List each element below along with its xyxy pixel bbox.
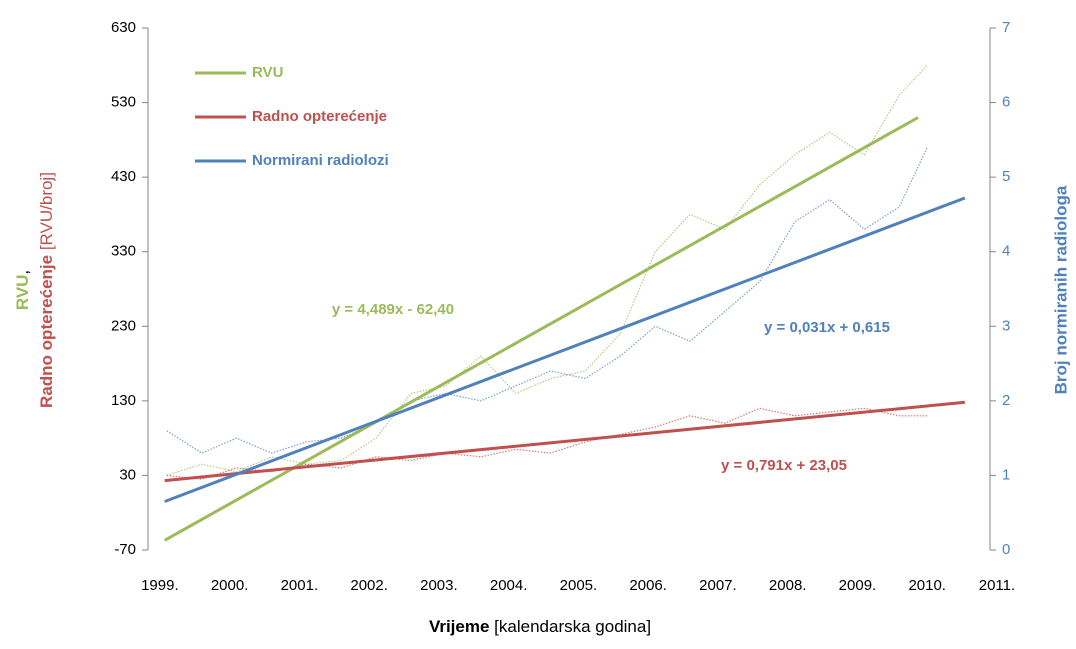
x-tick-label: 2008. (769, 577, 807, 594)
y2-tick-label: 3 (1002, 317, 1010, 334)
y-axis-label-rvu: RVU (13, 275, 32, 311)
y2-tick-label: 5 (1002, 168, 1010, 185)
x-tick-label: 2007. (699, 577, 737, 594)
x-tick-label: 2002. (350, 577, 388, 594)
x-axis-label-bold: Vrijeme (429, 617, 490, 636)
x-tick-label: 2006. (629, 577, 667, 594)
x-tick-label: 2009. (839, 577, 877, 594)
y2-tick-label: 0 (1002, 541, 1010, 558)
y-tick-label: 230 (111, 317, 136, 334)
legend-label: RVU (252, 64, 283, 81)
x-tick-label: 2011. (979, 577, 1015, 594)
x-tick-label: 2010. (908, 577, 946, 594)
x-tick-label: 2000. (211, 577, 249, 594)
y-tick-label: 130 (111, 392, 136, 409)
trend-line (163, 116, 919, 542)
y-tick-label: 530 (111, 94, 136, 111)
y-axis-label-line1: RVU, (13, 270, 32, 310)
x-tick-label: 2005. (560, 577, 598, 594)
y2-tick-label: 1 (1002, 466, 1010, 483)
x-tick-label: 2004. (490, 577, 528, 594)
y-tick-label: 30 (119, 466, 136, 483)
y-axis-label-load: Radno opterećenje (37, 255, 56, 408)
x-tick-label: 2001. (281, 577, 319, 594)
y2-tick-label: 2 (1002, 392, 1010, 409)
y-axis-label-unit: [RVU/broj] (37, 172, 56, 250)
x-tick-label: 2003. (420, 577, 458, 594)
x-tick-label: 1999. (141, 577, 179, 594)
data-line (166, 147, 928, 454)
trend-line (164, 196, 966, 503)
y-axis-label-comma: , (13, 270, 32, 275)
data-line (166, 407, 928, 480)
y-tick-label: 630 (111, 19, 136, 36)
equation-label: y = 0,791x + 23,05 (721, 457, 847, 474)
equation-label: y = 0,031x + 0,615 (764, 319, 890, 336)
equation-label: y = 4,489x - 62,40 (332, 301, 454, 318)
legend-label: Normirani radiolozi (252, 152, 389, 169)
y2-axis-label: Broj normiranih radiologa (1051, 185, 1070, 394)
x-axis-label-rest: [kalendarska godina] (494, 617, 651, 636)
trend-line (164, 400, 966, 483)
legend-label: Radno opterećenje (252, 108, 387, 125)
y-tick-label: 430 (111, 168, 136, 185)
x-axis-label: Vrijeme [kalendarska godina] (429, 617, 651, 636)
y2-tick-label: 6 (1002, 94, 1010, 111)
y2-tick-label: 7 (1002, 19, 1010, 36)
y2-tick-label: 4 (1002, 243, 1010, 260)
y-tick-label: 330 (111, 243, 136, 260)
y-axis-label-line2: Radno opterećenje [RVU/broj] (37, 172, 56, 408)
y-tick-label: -70 (114, 541, 136, 558)
